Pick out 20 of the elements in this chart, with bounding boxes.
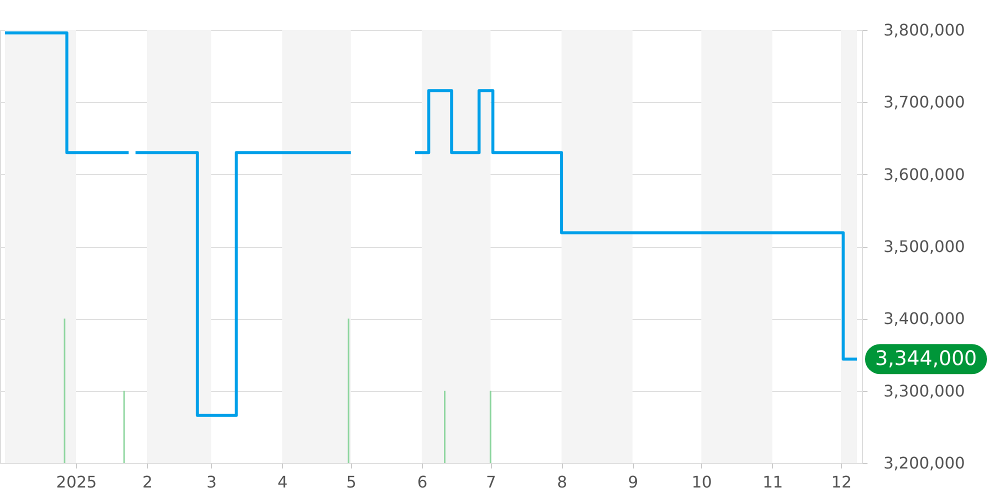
y-tick-label: 3,200,000 — [884, 454, 965, 472]
x-tick-label: 9 — [628, 472, 638, 492]
x-tick-label: 3 — [206, 472, 217, 492]
x-tick-label: 6 — [417, 472, 428, 492]
x-tick-label: 8 — [556, 472, 568, 492]
x-tick-label: 4 — [278, 472, 288, 492]
x-tick-label: 12 — [831, 472, 852, 492]
x-tick-label: 11 — [762, 472, 783, 492]
x-tick-label: 2 — [142, 472, 153, 492]
y-tick-label: 3,600,000 — [884, 164, 965, 184]
x-tick-label: 7 — [486, 472, 496, 492]
y-tick-label: 3,500,000 — [884, 237, 965, 256]
x-tick-label: 5 — [346, 472, 356, 492]
x-tick-label: 2025 — [56, 472, 97, 492]
y-tick-label: 3,300,000 — [884, 381, 965, 400]
y-tick-label: 3,800,000 — [884, 20, 965, 40]
y-tick-label: 3,700,000 — [884, 92, 965, 112]
annotation: 3,344,000 — [875, 346, 977, 370]
x-tick-label: 10 — [692, 472, 712, 492]
y-tick-label: 3,400,000 — [884, 309, 965, 328]
